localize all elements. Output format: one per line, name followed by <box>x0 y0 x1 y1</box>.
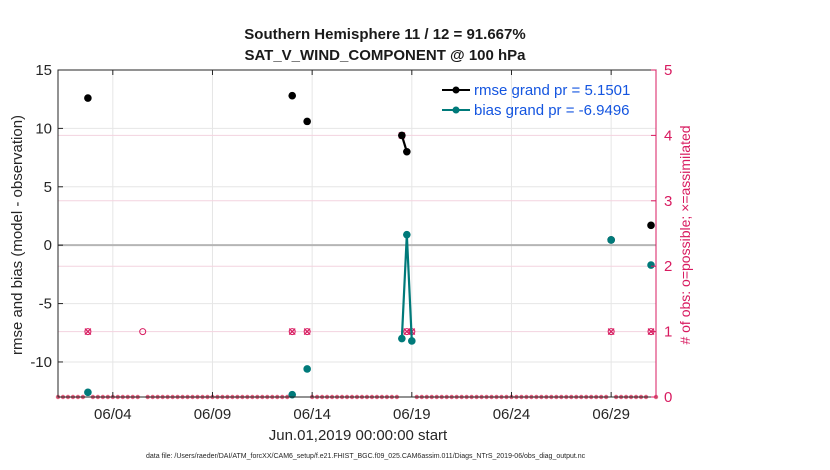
legend-bias-label: bias grand pr = -6.9496 <box>474 102 630 119</box>
x-axis-label: Jun.01,2019 00:00:00 start <box>269 427 448 444</box>
y-right-ticks: 0 1 2 3 4 5 <box>651 62 672 406</box>
y-right-tick-label: 4 <box>664 127 672 144</box>
y-left-tick-label: -5 <box>39 296 52 313</box>
bias-point <box>607 236 615 244</box>
obs-possible-marker <box>403 328 411 336</box>
obs-assimilated-stroke <box>607 328 615 336</box>
legend-rmse-label: rmse grand pr = 5.1501 <box>474 82 630 99</box>
obs-assimilated-stroke <box>403 328 411 336</box>
y-left-tick-label: 0 <box>44 237 52 254</box>
rmse-point <box>84 94 92 102</box>
y-right-tick-label: 5 <box>664 62 672 79</box>
x-tick-label: 06/04 <box>94 406 132 423</box>
y-left-tick-label: 10 <box>35 120 52 137</box>
y-right-tick-label: 3 <box>664 193 672 210</box>
x-tick-label: 06/14 <box>293 406 331 423</box>
x-tick-label: 06/09 <box>194 406 232 423</box>
bias-point <box>84 388 92 397</box>
rmse-point <box>288 91 297 100</box>
bias-point <box>647 261 655 269</box>
obs-assimilated-marker <box>607 328 615 336</box>
y-axis-label-right: # of obs: o=possible; ×=assimilated <box>677 125 693 344</box>
obs-possible-marker <box>288 328 296 336</box>
x-tick-label: 06/19 <box>393 406 431 423</box>
chart-title-line1: Southern Hemisphere 11 / 12 = 91.667% <box>244 26 525 43</box>
legend-rmse-marker <box>452 86 460 94</box>
rmse-point <box>403 147 411 156</box>
y-left-tick-label: -10 <box>30 354 52 371</box>
obs-assimilated-marker <box>303 328 311 336</box>
obs-possible-marker <box>84 328 92 336</box>
x-tick-label: 06/24 <box>493 406 531 423</box>
obs-assimilated-stroke <box>288 328 296 336</box>
obs-possible-marker <box>139 328 147 336</box>
bias-point <box>398 334 406 343</box>
plot-frame <box>57 69 657 398</box>
y-left-tick-label: 5 <box>44 179 52 196</box>
bias-point <box>303 365 311 373</box>
y-left-tick-label: 15 <box>35 62 52 79</box>
y-left-ticks: -10 -5 0 5 10 15 <box>30 62 63 371</box>
obs-assimilated-stroke <box>303 328 311 336</box>
x-ticks: 06/04 06/09 06/14 06/19 06/24 06/29 <box>94 70 630 423</box>
y-axis-label-left: rmse and bias (model - observation) <box>9 115 26 355</box>
rmse-point <box>647 221 655 230</box>
x-tick-label: 06/29 <box>592 406 630 423</box>
data-file-footnote: data file: /Users/raeder/DAI/ATM_forcXX/… <box>146 453 586 460</box>
legend-bias-marker <box>452 106 460 114</box>
rmse-point <box>398 131 406 140</box>
obs-assimilated-marker <box>403 328 411 336</box>
bias-line <box>400 234 413 341</box>
obs-assimilated-stroke <box>84 328 92 336</box>
rmse-point <box>303 117 311 126</box>
obs-assimilated-marker <box>288 328 296 336</box>
grid-lines <box>58 69 656 398</box>
bias-point <box>403 230 411 239</box>
y-right-tick-label: 2 <box>664 258 672 275</box>
y-right-tick-label: 1 <box>664 324 672 341</box>
bias-point <box>408 337 416 345</box>
legend: rmse grand pr = 5.1501 bias grand pr = -… <box>442 82 630 119</box>
y-right-tick-label: 0 <box>664 389 672 406</box>
obs-possible-marker <box>303 328 311 336</box>
chart-title-line2: SAT_V_WIND_COMPONENT @ 100 hPa <box>244 47 526 64</box>
obs-possible-marker <box>607 328 615 336</box>
obs-assimilated-marker <box>84 328 92 336</box>
